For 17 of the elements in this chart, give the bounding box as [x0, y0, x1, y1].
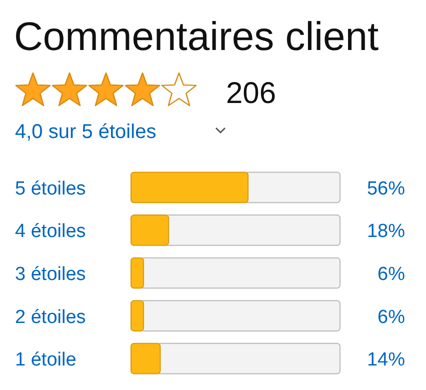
- data-label: 14%: [366, 350, 406, 371]
- y-tick-label: 5 étoiles: [15, 178, 86, 200]
- chart-title: Commentaires client: [14, 15, 379, 59]
- data-label: 56%: [366, 178, 406, 200]
- text: 4,0 sur 5 étoiles: [15, 121, 156, 143]
- data-label: 18%: [366, 221, 406, 242]
- bar: [130, 257, 144, 289]
- text: 206: [226, 77, 276, 110]
- data-label: 6%: [378, 306, 406, 328]
- y-tick-label: 3 étoiles: [15, 264, 86, 285]
- bar: [130, 214, 170, 246]
- y-tick-label: 1 étoile: [15, 350, 76, 371]
- y-tick-label: 4 étoiles: [15, 221, 86, 242]
- bar: [130, 342, 161, 374]
- data-label: 6%: [378, 264, 406, 285]
- bar: [130, 300, 144, 332]
- y-tick-label: 2 étoiles: [15, 306, 86, 328]
